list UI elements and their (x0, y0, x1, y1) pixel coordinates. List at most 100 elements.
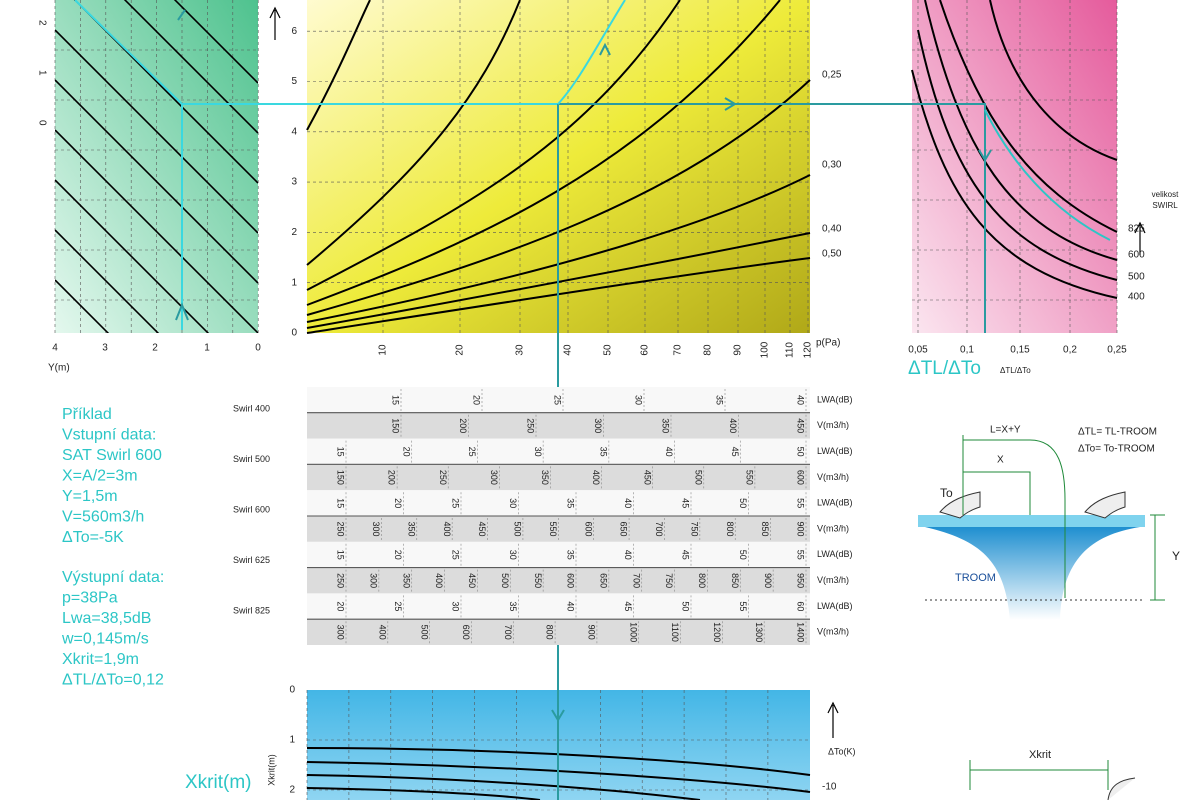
scale-tick-label: 25 (393, 601, 403, 611)
scale-tick-label: 55 (738, 601, 748, 611)
x-tick-label: 90 (733, 344, 744, 356)
curve-label: 500 (1128, 272, 1145, 283)
scale-unit: LWA(dB) (817, 394, 853, 404)
arrows (269, 6, 1146, 738)
x-tick-label: 70 (673, 344, 684, 356)
scale-tick-label: 500 (419, 625, 429, 640)
x-tick-label: 10 (378, 344, 389, 356)
scale-tick-label: 20 (401, 447, 411, 457)
example-line: V=560m3/h (62, 509, 144, 526)
scale-tick-label: 25 (467, 447, 477, 457)
legend-title: ΔTo(K) (828, 746, 856, 756)
room-label: TROOM (955, 572, 996, 584)
scale-tick-label: 30 (634, 395, 644, 405)
scale-tick-label: 45 (730, 447, 740, 457)
scale-tick-label: 200 (387, 470, 397, 485)
scale-tick-label: 40 (664, 447, 674, 457)
curve-label: 825 (1128, 224, 1145, 235)
scale-tick-label: 20 (393, 498, 403, 508)
scale-tick-label: 900 (587, 625, 597, 640)
scale-tick-label: 40 (566, 601, 576, 611)
scale-tick-label: 30 (508, 550, 518, 560)
x-tick-label: 0,2 (1063, 345, 1077, 356)
scale-tick-label: 150 (391, 418, 401, 433)
curve (306, 79, 811, 316)
curve-label: 400 (1128, 292, 1145, 303)
scale-unit: V(m3/h) (817, 420, 849, 430)
scale-tick-label: 30 (533, 447, 543, 457)
curve (306, 761, 811, 793)
scale-row (307, 516, 810, 542)
scale-tick-label: 350 (661, 418, 671, 433)
example-line: ΔTL/ΔTo=0,12 (62, 672, 164, 689)
scale-tick-label: 900 (763, 573, 773, 588)
example-line: SAT Swirl 600 (62, 447, 162, 464)
x-tick-label: 3 (102, 343, 108, 354)
scale-tick-label: 200 (458, 418, 468, 433)
scale-tick-label: 150 (336, 470, 346, 485)
y-tick-label: 0 (36, 120, 47, 126)
x-tick-label: 40 (563, 344, 574, 356)
scale-tick-label: 250 (526, 418, 536, 433)
scale-tick-label: 700 (503, 625, 513, 640)
y-tick-label: 2 (289, 785, 295, 796)
diagonal (55, 79, 258, 284)
scale-row (307, 567, 810, 594)
curve (306, 0, 681, 291)
example-line: Lwa=38,5dB (62, 610, 151, 627)
y-tick-label: 1 (291, 277, 297, 288)
scale-tick-label: 400 (434, 573, 444, 588)
y-tick-label: 4 (291, 126, 297, 137)
legend-title: SWIRL (1152, 201, 1178, 210)
scale-tick-label: 45 (623, 601, 633, 611)
x-tick-label: 0 (255, 343, 261, 354)
scale-tick-label: 300 (368, 573, 378, 588)
scale-tick-label: 750 (664, 573, 674, 588)
scale-tick-label: 950 (796, 573, 806, 588)
scale-tick-label: 50 (738, 498, 748, 508)
x-tick-label: 30 (515, 344, 526, 356)
scale-tick-label: 900 (796, 521, 806, 536)
x-tick-label: 1 (204, 343, 210, 354)
scale-tick-label: 400 (377, 625, 387, 640)
y-tick-label: 5 (291, 76, 297, 87)
scale-tick-label: 300 (336, 625, 346, 640)
curve (989, 0, 1118, 161)
curve-label: 0,50 (822, 249, 842, 260)
curves (55, 0, 1118, 800)
scale-tick-label: 30 (451, 601, 461, 611)
scale-tick-label: 600 (566, 573, 576, 588)
scale-tick-label: 350 (540, 470, 550, 485)
scale-tick-label: 250 (336, 573, 346, 588)
curve-label: 0,30 (822, 160, 842, 171)
y-tick-label: 2 (291, 227, 297, 238)
scale-tick-label: 1000 (628, 622, 638, 642)
curve (306, 232, 811, 329)
curve (306, 774, 701, 800)
scale-tick-label: 15 (336, 498, 346, 508)
scale-tick-label: 60 (796, 601, 806, 611)
scale-tick-label: 25 (451, 550, 461, 560)
scale-tick-label: 700 (631, 573, 641, 588)
scale-tick-label: 55 (796, 498, 806, 508)
axis-title: ΔTL/ΔTo (908, 358, 981, 379)
scale-tick-label: 35 (508, 601, 518, 611)
scale-tick-label: 650 (619, 521, 629, 536)
scale-tick-label: 550 (745, 470, 755, 485)
y-tick-label: 0 (291, 328, 297, 339)
y-tick-label: 0 (289, 685, 295, 696)
scale-tick-label: 650 (598, 573, 608, 588)
y-tick-label: 2 (36, 20, 47, 26)
legend-title: velikost (1152, 190, 1179, 199)
example-line: ΔTo=-5K (62, 529, 124, 546)
scale-tick-label: 55 (796, 550, 806, 560)
scale-tick-label: 35 (598, 447, 608, 457)
scale-row (307, 619, 810, 645)
scale-tick-label: 350 (401, 573, 411, 588)
scale-row (307, 593, 810, 620)
scale-tick-label: 800 (725, 521, 735, 536)
scale-row (307, 490, 810, 516)
scale-tick-label: 25 (553, 395, 563, 405)
curve (939, 0, 1118, 233)
scale-row (307, 541, 810, 568)
